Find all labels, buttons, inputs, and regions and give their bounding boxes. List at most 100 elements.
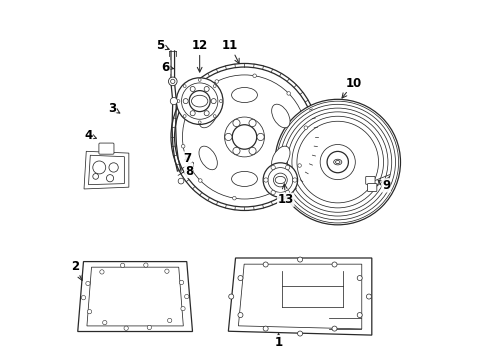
Circle shape	[213, 85, 216, 87]
Circle shape	[93, 161, 105, 174]
Circle shape	[326, 152, 347, 173]
Circle shape	[286, 91, 290, 95]
Circle shape	[270, 190, 275, 195]
Circle shape	[174, 67, 314, 207]
Circle shape	[189, 91, 210, 112]
Circle shape	[198, 121, 201, 124]
Text: 10: 10	[341, 77, 361, 98]
Circle shape	[215, 80, 218, 83]
Circle shape	[181, 306, 185, 311]
Circle shape	[224, 117, 264, 157]
Circle shape	[356, 312, 362, 318]
Text: 1: 1	[274, 334, 282, 348]
Circle shape	[219, 100, 222, 103]
Circle shape	[257, 134, 264, 140]
Circle shape	[176, 78, 223, 125]
Circle shape	[164, 269, 169, 273]
Circle shape	[124, 326, 128, 330]
Circle shape	[203, 111, 209, 116]
Text: 8: 8	[184, 165, 193, 177]
Circle shape	[224, 134, 231, 140]
Text: 6: 6	[161, 60, 173, 73]
Circle shape	[285, 190, 289, 195]
Circle shape	[297, 164, 301, 167]
Text: 3: 3	[107, 102, 120, 115]
Circle shape	[297, 331, 302, 336]
Circle shape	[100, 270, 104, 274]
Circle shape	[170, 79, 175, 84]
Circle shape	[291, 116, 383, 208]
Circle shape	[248, 147, 256, 154]
Circle shape	[171, 63, 317, 211]
Circle shape	[320, 144, 355, 180]
Circle shape	[120, 263, 124, 267]
Circle shape	[181, 83, 218, 119]
Circle shape	[213, 115, 216, 117]
Text: 5: 5	[156, 39, 169, 52]
Circle shape	[273, 173, 286, 187]
FancyBboxPatch shape	[365, 176, 374, 184]
Circle shape	[274, 99, 400, 225]
Circle shape	[198, 179, 202, 182]
Circle shape	[280, 104, 395, 220]
Circle shape	[168, 77, 177, 86]
Circle shape	[147, 325, 151, 330]
Circle shape	[81, 296, 85, 300]
Circle shape	[296, 121, 378, 203]
Ellipse shape	[199, 146, 217, 170]
Circle shape	[183, 99, 188, 104]
Circle shape	[198, 78, 201, 81]
Ellipse shape	[191, 95, 207, 107]
Polygon shape	[87, 267, 183, 326]
Ellipse shape	[333, 159, 341, 165]
Circle shape	[228, 294, 233, 299]
Circle shape	[263, 326, 267, 331]
Text: 9: 9	[377, 179, 389, 192]
Circle shape	[356, 275, 362, 280]
Circle shape	[263, 163, 297, 197]
Circle shape	[263, 178, 267, 182]
Circle shape	[181, 144, 184, 148]
Circle shape	[184, 294, 188, 299]
Circle shape	[211, 99, 216, 104]
Circle shape	[178, 178, 183, 184]
Circle shape	[87, 310, 91, 314]
Ellipse shape	[275, 176, 285, 184]
Circle shape	[270, 165, 275, 170]
Circle shape	[190, 86, 195, 91]
Circle shape	[292, 178, 296, 182]
Circle shape	[93, 174, 99, 179]
Circle shape	[143, 263, 148, 267]
Circle shape	[109, 163, 118, 172]
Circle shape	[85, 281, 90, 285]
Circle shape	[187, 107, 191, 110]
Text: 7: 7	[183, 152, 191, 165]
Circle shape	[270, 191, 273, 194]
Text: 2: 2	[71, 260, 82, 280]
Text: 4: 4	[84, 129, 96, 142]
Circle shape	[177, 100, 180, 103]
Circle shape	[232, 120, 240, 127]
Ellipse shape	[271, 104, 289, 128]
Polygon shape	[88, 155, 124, 185]
Circle shape	[183, 85, 186, 87]
Text: 11: 11	[222, 39, 239, 63]
Circle shape	[232, 147, 240, 154]
Circle shape	[238, 275, 243, 280]
Ellipse shape	[231, 87, 257, 103]
Circle shape	[170, 98, 177, 105]
Circle shape	[232, 125, 256, 149]
Circle shape	[331, 262, 336, 267]
Circle shape	[238, 312, 243, 318]
Circle shape	[267, 168, 292, 192]
Circle shape	[203, 86, 209, 91]
FancyBboxPatch shape	[367, 184, 376, 192]
Circle shape	[182, 75, 306, 199]
Circle shape	[232, 196, 236, 200]
Text: 12: 12	[191, 39, 207, 72]
Circle shape	[167, 318, 171, 323]
Circle shape	[287, 112, 387, 212]
Circle shape	[285, 165, 289, 170]
Circle shape	[179, 280, 183, 285]
Ellipse shape	[271, 146, 289, 170]
